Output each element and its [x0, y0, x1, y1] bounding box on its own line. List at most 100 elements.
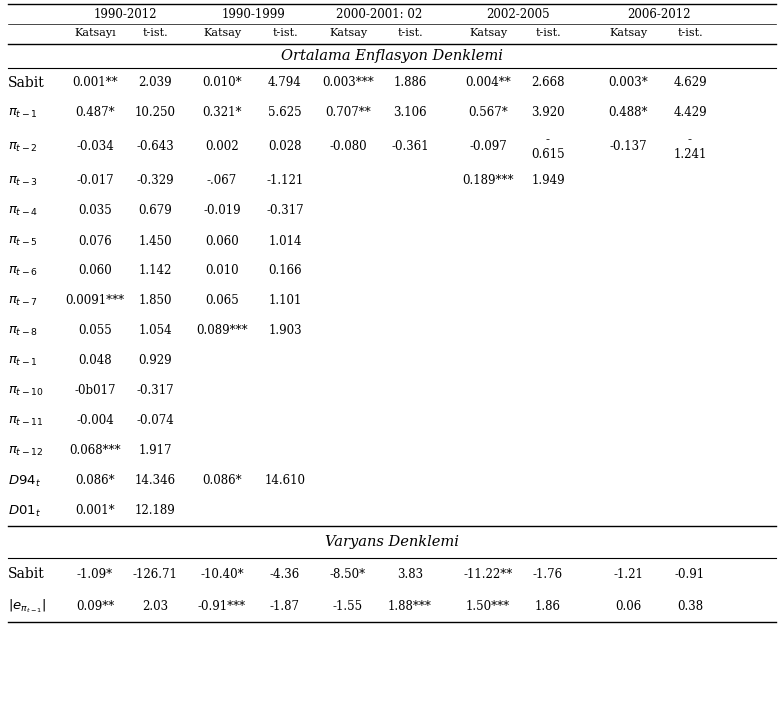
- Text: 0.929: 0.929: [138, 355, 172, 367]
- Text: 0.001*: 0.001*: [75, 505, 114, 517]
- Text: Sabit: Sabit: [8, 567, 45, 581]
- Text: 0.0091***: 0.0091***: [65, 295, 125, 307]
- Text: 0.189***: 0.189***: [463, 175, 514, 188]
- Text: $\pi_{t-3}$: $\pi_{t-3}$: [8, 174, 38, 188]
- Text: $\pi_{t-6}$: $\pi_{t-6}$: [8, 264, 38, 278]
- Text: 0.028: 0.028: [268, 140, 302, 154]
- Text: 2.03: 2.03: [142, 599, 168, 613]
- Text: 2.668: 2.668: [532, 77, 564, 90]
- Text: $\pi_{t-1}$: $\pi_{t-1}$: [8, 355, 38, 367]
- Text: 1.949: 1.949: [532, 175, 564, 188]
- Text: -0.097: -0.097: [469, 140, 507, 154]
- Text: 0.487*: 0.487*: [75, 106, 114, 120]
- Text: 1.101: 1.101: [268, 295, 302, 307]
- Text: -8.50*: -8.50*: [330, 568, 366, 580]
- Text: 0.002: 0.002: [205, 140, 239, 154]
- Text: 0.003***: 0.003***: [322, 77, 374, 90]
- Text: 1.88***: 1.88***: [388, 599, 432, 613]
- Text: 0.086*: 0.086*: [75, 474, 114, 487]
- Text: $\pi_{t-7}$: $\pi_{t-7}$: [8, 295, 38, 307]
- Text: 0.567*: 0.567*: [468, 106, 508, 120]
- Text: 2006-2012: 2006-2012: [627, 8, 691, 20]
- Text: -0.361: -0.361: [391, 140, 429, 154]
- Text: 0.048: 0.048: [78, 355, 112, 367]
- Text: 10.250: 10.250: [135, 106, 176, 120]
- Text: 0.321*: 0.321*: [202, 106, 241, 120]
- Text: 0.010: 0.010: [205, 264, 239, 278]
- Text: 1.054: 1.054: [138, 324, 172, 338]
- Text: $\pi_{t-12}$: $\pi_{t-12}$: [8, 444, 44, 458]
- Text: -126.71: -126.71: [132, 568, 177, 580]
- Text: 12.189: 12.189: [135, 505, 176, 517]
- Text: -0.317: -0.317: [136, 384, 174, 398]
- Text: 3.106: 3.106: [394, 106, 426, 120]
- Text: 0.010*: 0.010*: [202, 77, 241, 90]
- Text: Katsay: Katsay: [609, 28, 647, 38]
- Text: 1.50***: 1.50***: [466, 599, 510, 613]
- Text: 0.035: 0.035: [78, 204, 112, 218]
- Text: 0.089***: 0.089***: [196, 324, 248, 338]
- Text: -1.55: -1.55: [333, 599, 363, 613]
- Text: 0.09**: 0.09**: [76, 599, 114, 613]
- Text: 0.001**: 0.001**: [72, 77, 118, 90]
- Text: 4.629: 4.629: [673, 77, 707, 90]
- Text: $\pi_{t-2}$: $\pi_{t-2}$: [8, 140, 38, 154]
- Text: $\pi_{t-10}$: $\pi_{t-10}$: [8, 384, 44, 398]
- Text: $D01_t$: $D01_t$: [8, 503, 41, 519]
- Text: 1.014: 1.014: [268, 235, 302, 247]
- Text: $\pi_{t-11}$: $\pi_{t-11}$: [8, 415, 44, 427]
- Text: 2000-2001: 02: 2000-2001: 02: [336, 8, 422, 20]
- Text: $D94_t$: $D94_t$: [8, 474, 41, 489]
- Text: 1.86: 1.86: [535, 599, 561, 613]
- Text: 5.625: 5.625: [268, 106, 302, 120]
- Text: 0.076: 0.076: [78, 235, 112, 247]
- Text: -0.034: -0.034: [76, 140, 114, 154]
- Text: -0.080: -0.080: [329, 140, 367, 154]
- Text: -0.137: -0.137: [609, 140, 647, 154]
- Text: $\pi_{t-5}$: $\pi_{t-5}$: [8, 235, 38, 247]
- Text: $\pi_{t-4}$: $\pi_{t-4}$: [8, 204, 38, 218]
- Text: 1.450: 1.450: [138, 235, 172, 247]
- Text: -0.074: -0.074: [136, 415, 174, 427]
- Text: -1.09*: -1.09*: [77, 568, 113, 580]
- Text: 14.610: 14.610: [264, 474, 306, 487]
- Text: t-ist.: t-ist.: [535, 28, 561, 38]
- Text: $\pi_{t-8}$: $\pi_{t-8}$: [8, 324, 38, 338]
- Text: -0.329: -0.329: [136, 175, 174, 188]
- Text: $\pi_{t-1}$: $\pi_{t-1}$: [8, 106, 38, 120]
- Text: t-ist.: t-ist.: [272, 28, 298, 38]
- Text: 1.886: 1.886: [394, 77, 426, 90]
- Text: -.067: -.067: [207, 175, 237, 188]
- Text: 0.086*: 0.086*: [202, 474, 241, 487]
- Text: -0.643: -0.643: [136, 140, 174, 154]
- Text: -1.21: -1.21: [613, 568, 643, 580]
- Text: -: -: [546, 133, 550, 147]
- Text: -0.017: -0.017: [76, 175, 114, 188]
- Text: 14.346: 14.346: [134, 474, 176, 487]
- Text: 1.903: 1.903: [268, 324, 302, 338]
- Text: 3.920: 3.920: [532, 106, 564, 120]
- Text: t-ist.: t-ist.: [677, 28, 702, 38]
- Text: Katsay: Katsay: [203, 28, 241, 38]
- Text: -1.76: -1.76: [533, 568, 563, 580]
- Text: 0.068***: 0.068***: [69, 444, 121, 458]
- Text: 4.429: 4.429: [673, 106, 707, 120]
- Text: 1.917: 1.917: [138, 444, 172, 458]
- Text: Katsayı: Katsayı: [74, 28, 116, 38]
- Text: Katsay: Katsay: [469, 28, 507, 38]
- Text: -0b017: -0b017: [74, 384, 116, 398]
- Text: 1.142: 1.142: [138, 264, 172, 278]
- Text: 0.38: 0.38: [677, 599, 703, 613]
- Text: 0.003*: 0.003*: [608, 77, 648, 90]
- Text: Katsay: Katsay: [329, 28, 367, 38]
- Text: -4.36: -4.36: [270, 568, 300, 580]
- Text: 2.039: 2.039: [138, 77, 172, 90]
- Text: Sabit: Sabit: [8, 76, 45, 90]
- Text: 1.241: 1.241: [673, 147, 706, 161]
- Text: -0.91***: -0.91***: [198, 599, 246, 613]
- Text: 0.065: 0.065: [205, 295, 239, 307]
- Text: 0.166: 0.166: [268, 264, 302, 278]
- Text: -: -: [688, 133, 692, 147]
- Text: -1.121: -1.121: [267, 175, 303, 188]
- Text: Ortalama Enflasyon Denklemi: Ortalama Enflasyon Denklemi: [281, 49, 503, 63]
